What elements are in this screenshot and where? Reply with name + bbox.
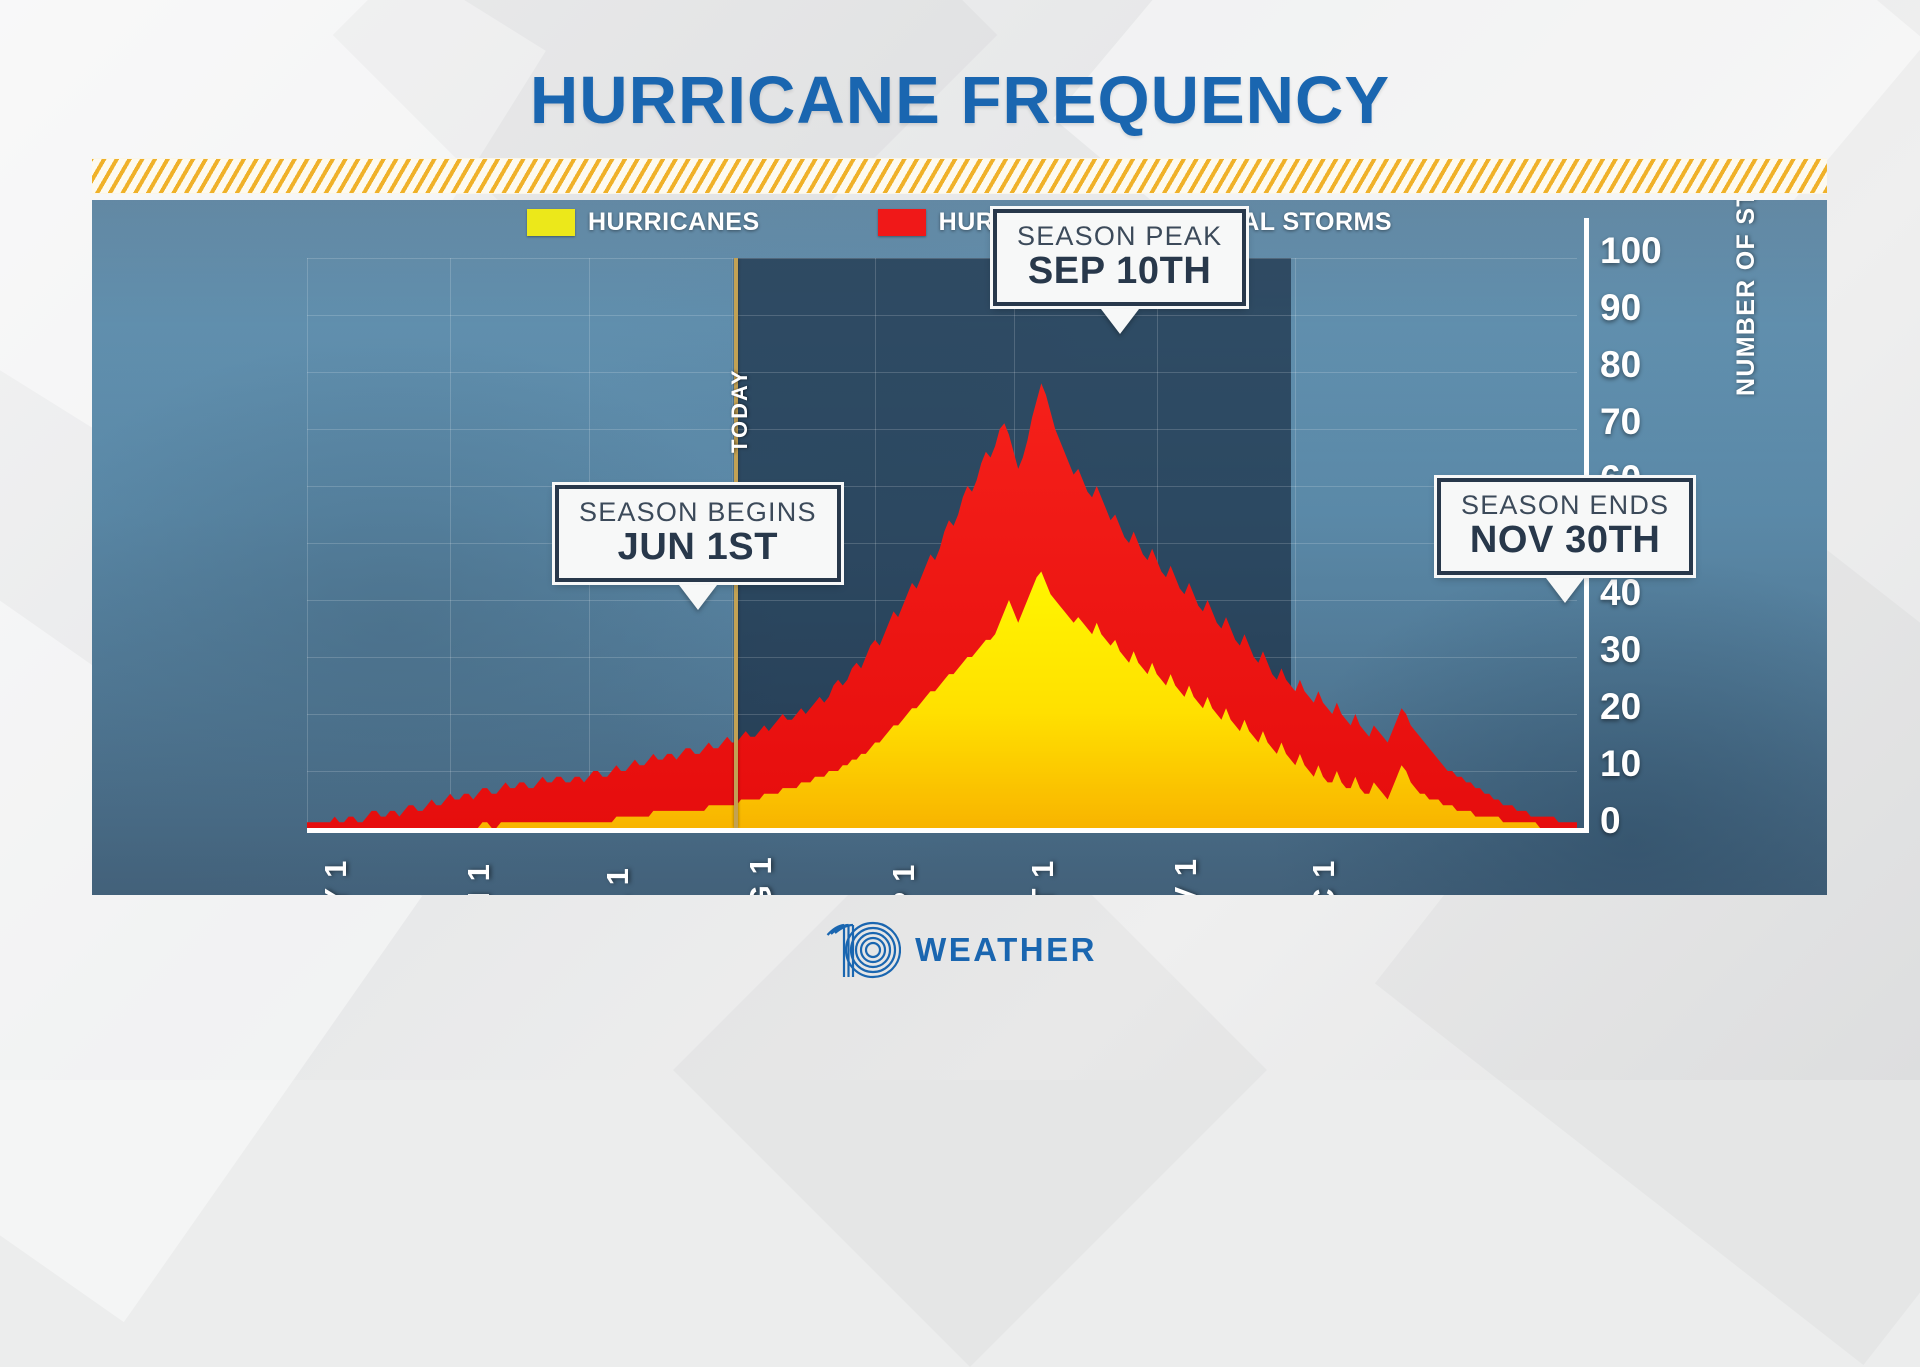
x-axis-tick-label: JUL 1 (600, 867, 636, 895)
callout-pointer (1100, 309, 1139, 334)
y-axis-tick-label: 100 (1600, 230, 1662, 271)
chart-legend: HURRICANES HURRICANES & TROPICAL STORMS (92, 208, 1827, 237)
x-axis-tick-label: OCT 1 (1025, 860, 1061, 895)
y-axis-tick-label: 20 (1600, 686, 1642, 727)
callout-line-2: SEP 10TH (1027, 250, 1212, 293)
page-title: HURRICANE FREQUENCY (529, 63, 1391, 138)
y-axis-tick-label: 30 (1600, 629, 1642, 670)
footer-logo: WEATHER (0, 905, 1920, 995)
gridline-vertical (450, 258, 452, 828)
gridline-vertical (307, 258, 308, 828)
callout-pointer (1546, 578, 1585, 603)
callout-box: SEASON PEAK SEP 10TH (989, 205, 1250, 310)
x-axis-tick-label: SEP 1 (886, 864, 922, 895)
gridline-vertical (1295, 258, 1297, 828)
callout-pointer (678, 585, 717, 610)
x-axis-tick-label: AUG 1 (743, 856, 779, 895)
today-label: TODAY (727, 368, 753, 453)
gridline-horizontal (307, 429, 1577, 430)
gridline-vertical (1156, 258, 1158, 828)
channel-10-icon (826, 921, 902, 979)
plot-clip (307, 258, 1577, 828)
legend-swatch-hurricanes (526, 209, 575, 236)
x-axis-tick-label: NOV 1 (1168, 858, 1204, 895)
y-axis-tick-label: 70 (1600, 401, 1642, 442)
y-axis-tick-label: 80 (1600, 344, 1642, 385)
plot-area: TODAY (307, 258, 1577, 828)
x-axis-tick-label: DEC 1 (1306, 860, 1342, 895)
legend-item-hurricanes: HURRICANES (526, 208, 760, 237)
gridline-vertical (875, 258, 877, 828)
callout-line-1: SEASON PEAK (1017, 221, 1223, 251)
y-axis-tick-label: 90 (1600, 287, 1642, 328)
series-path-hurricanes-tropical-storms (307, 383, 1577, 828)
callout-line-2: JUN 1ST (617, 526, 779, 569)
legend-label-hurricanes: HURRICANES (587, 208, 760, 236)
callout-line-1: SEASON ENDS (1461, 490, 1670, 520)
y-axis-tick-label: 10 (1600, 743, 1642, 784)
logo-text: WEATHER (915, 931, 1097, 968)
x-axis-tick-label: MAY 1 (318, 860, 354, 895)
callout-line-1: SEASON BEGINS (579, 497, 817, 527)
area-series (307, 383, 1577, 828)
legend-swatch-hurricanes-tropical-storms (877, 209, 926, 236)
x-axis-line (307, 828, 1589, 833)
x-axis-tick-label: JUN 1 (461, 863, 497, 895)
callout-box: SEASON BEGINS JUN 1ST (552, 481, 844, 586)
y-axis-tick-label: 0 (1600, 800, 1621, 841)
callout-line-2: NOV 30TH (1469, 519, 1661, 562)
gridline-horizontal (307, 486, 1577, 487)
callout-season-peak: SEASON PEAK SEP 10TH (989, 205, 1250, 334)
y-axis-tick-label: 40 (1600, 572, 1642, 613)
callout-box: SEASON ENDS NOV 30TH (1433, 474, 1697, 579)
gridline-horizontal (307, 372, 1577, 373)
gridline-horizontal (307, 258, 1577, 259)
callout-season-begins: SEASON BEGINS JUN 1ST (552, 481, 844, 610)
x-axis-ticks: MAY 1 JUN 1 JUL 1 AUG 1 SEP 1 OCT 1 NOV 1 DEC 1 (307, 838, 1589, 895)
series-path-hurricanes (307, 571, 1577, 828)
gridline-horizontal (307, 315, 1577, 316)
decorative-hatch-band (92, 158, 1827, 194)
callout-season-ends: SEASON ENDS NOV 30TH (1433, 474, 1697, 603)
chart-panel: HURRICANES HURRICANES & TROPICAL STORMS (92, 200, 1827, 895)
